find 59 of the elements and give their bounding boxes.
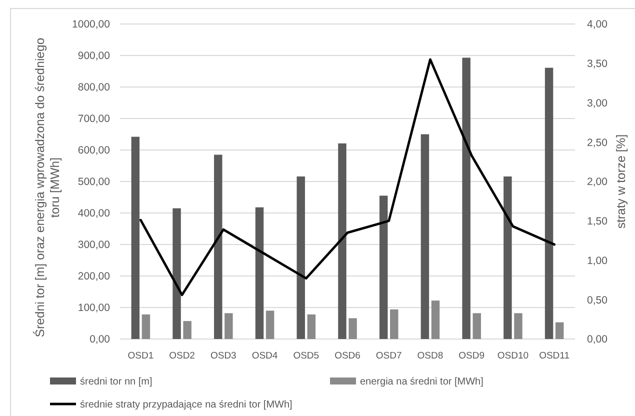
y-tick-label: 700,00 <box>78 113 110 126</box>
x-tick-label: OSD3 <box>210 350 236 362</box>
bar <box>348 318 357 339</box>
bar <box>142 314 150 339</box>
x-tick-label: OSD4 <box>252 350 278 362</box>
y-tick-label: 100,00 <box>78 302 110 314</box>
line-series <box>139 58 556 296</box>
x-tick-label: OSD10 <box>497 350 529 362</box>
bar <box>472 313 481 339</box>
y-tick-label: 0,00 <box>90 334 110 346</box>
y2-tick-label: 2,50 <box>587 136 608 149</box>
x-tick-label: OSD9 <box>458 350 485 362</box>
y2-tick-label: 3,00 <box>587 97 608 110</box>
y-tick-label: 600,00 <box>78 144 110 157</box>
x-tick-label: OSD1 <box>128 350 154 362</box>
bar <box>431 300 440 339</box>
y2-tick-label: 1,50 <box>587 216 608 228</box>
bar <box>296 176 305 339</box>
bar <box>224 313 233 339</box>
y2-tick-label: 4,00 <box>587 18 608 31</box>
y2-tick-label: 2,00 <box>587 176 608 188</box>
y-tick-label: 800,00 <box>78 82 110 94</box>
bar <box>544 68 554 339</box>
bar <box>266 310 274 339</box>
y-axis-title: Średni tor [m] oraz energia wprowadzona do średniego toru [MWh] <box>32 38 62 338</box>
bar <box>420 134 430 339</box>
legend-label: średni tor nn [m] <box>80 376 152 388</box>
bar <box>462 58 470 339</box>
bar <box>172 208 181 339</box>
y2-tick-label: 0,00 <box>587 334 608 346</box>
y2-tick-label: 1,00 <box>587 254 608 267</box>
y2-tick-label: 3,50 <box>587 58 608 70</box>
y-tick-label: 1000,00 <box>72 18 110 31</box>
x-tick-label: OSD11 <box>539 350 570 362</box>
legend-label: energia na średni tor [MWh] <box>360 376 484 388</box>
x-tick-label: OSD5 <box>293 350 320 362</box>
x-tick-label: OSD6 <box>334 350 360 362</box>
bar <box>214 154 222 339</box>
bar <box>131 136 140 339</box>
bar <box>390 309 398 339</box>
legend-label: średnie straty przypadające na średni tor [MWh] <box>80 400 293 410</box>
y2-tick-label: 0,50 <box>587 294 608 306</box>
bar <box>255 207 264 339</box>
bar <box>183 321 192 339</box>
bar <box>555 322 564 339</box>
y-tick-label: 900,00 <box>78 50 110 62</box>
y2-axis-title: straty w torze [%] <box>614 134 628 229</box>
bar <box>504 176 512 339</box>
x-tick-label: OSD7 <box>376 350 402 362</box>
x-tick-label: OSD8 <box>417 350 444 362</box>
bar <box>307 314 316 339</box>
bar <box>514 313 522 339</box>
bar <box>379 196 388 339</box>
bar <box>338 143 346 339</box>
y-tick-label: 200,00 <box>78 270 110 283</box>
x-tick-label: OSD2 <box>169 350 195 362</box>
y-tick-label: 400,00 <box>78 208 110 220</box>
y-tick-label: 500,00 <box>78 176 110 188</box>
y-tick-label: 300,00 <box>78 239 110 252</box>
